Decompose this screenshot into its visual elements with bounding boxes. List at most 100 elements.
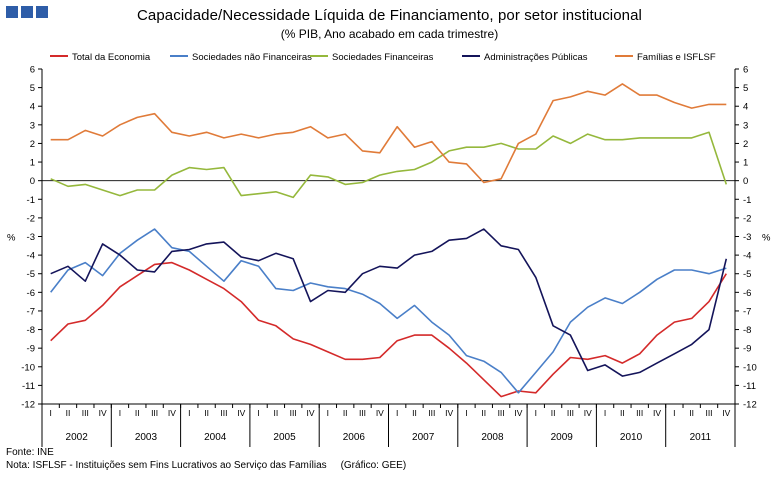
x-year-label: 2004 xyxy=(204,432,227,443)
x-year-label: 2005 xyxy=(273,432,296,443)
y-tick-label-right: -12 xyxy=(743,400,757,411)
x-quarter-label: I xyxy=(188,408,190,418)
x-quarter-label: IV xyxy=(307,408,315,418)
y-tick-label-left: -2 xyxy=(27,213,35,224)
x-quarter-label: I xyxy=(396,408,398,418)
x-quarter-label: III xyxy=(82,408,89,418)
y-tick-label-right: -7 xyxy=(743,306,751,317)
y-tick-label-right: -2 xyxy=(743,213,751,224)
x-year-label: 2008 xyxy=(481,432,504,443)
chart-frame xyxy=(41,69,736,405)
x-year-label: 2007 xyxy=(412,432,435,443)
x-year-label: 2002 xyxy=(66,432,89,443)
x-year-label: 2010 xyxy=(620,432,643,443)
y-axis-label-left: % xyxy=(7,233,16,244)
y-tick-label-left: -3 xyxy=(27,232,35,243)
x-quarter-label: III xyxy=(220,408,227,418)
x-quarter-label: IV xyxy=(376,408,384,418)
series-line xyxy=(50,228,727,394)
plot-area xyxy=(50,83,728,398)
x-quarter-label: III xyxy=(498,408,505,418)
x-quarter-label: II xyxy=(620,408,625,418)
y-tick-label-left: 0 xyxy=(30,176,35,187)
y-axis-left: 6 5 4 3 2 1 0 -1 -2 -3 -4 -5 -6 -7 -8 -9 -10 -11 -12% xyxy=(7,65,42,411)
x-quarter-label: IV xyxy=(237,408,245,418)
legend-label: Famílias e ISFLSF xyxy=(637,52,716,63)
y-tick-label-left: -4 xyxy=(27,251,35,262)
y-tick-label-left: -9 xyxy=(27,344,35,355)
x-year-label: 2003 xyxy=(135,432,158,443)
x-year-label: 2006 xyxy=(343,432,366,443)
y-tick-label-left: 4 xyxy=(30,102,35,113)
chart-subtitle: (% PIB, Ano acabado em cada trimestre) xyxy=(280,27,499,41)
y-tick-label-right: 5 xyxy=(743,83,748,94)
y-tick-label-right: -10 xyxy=(743,362,757,373)
legend-label: Total da Economia xyxy=(72,52,151,63)
logo xyxy=(6,6,48,18)
x-quarter-label: IV xyxy=(584,408,592,418)
x-quarter-label: III xyxy=(290,408,297,418)
x-quarter-label: I xyxy=(673,408,675,418)
x-year-label: 2009 xyxy=(551,432,574,443)
x-quarter-label: I xyxy=(257,408,259,418)
y-tick-label-left: -1 xyxy=(27,195,35,206)
x-axis: I II III IV I II III IV I II III IV I II III IV I II III IV… xyxy=(41,404,736,447)
x-quarter-label: I xyxy=(327,408,329,418)
y-tick-label-right: 4 xyxy=(743,102,748,113)
y-tick-label-left: -5 xyxy=(27,269,35,280)
x-quarter-label: II xyxy=(274,408,279,418)
y-axis-right: 6 5 4 3 2 1 0 -1 -2 -3 -4 -5 -6 -7 -8 -9 -10 -11 -12% xyxy=(735,65,771,411)
y-tick-label-left: -10 xyxy=(21,362,35,373)
series-line xyxy=(50,131,728,199)
x-quarter-label: III xyxy=(428,408,435,418)
chart-title: Capacidade/Necessidade Líquida de Financ… xyxy=(136,7,642,24)
y-axis-label-right: % xyxy=(762,233,771,244)
footer-credit: (Gráfico: GEE) xyxy=(340,460,407,471)
x-quarter-label: IV xyxy=(514,408,522,418)
series-line xyxy=(50,228,728,377)
legend-label: Sociedades não Financeiras xyxy=(192,52,312,63)
y-tick-label-left: -6 xyxy=(27,288,35,299)
x-quarter-label: IV xyxy=(653,408,661,418)
legend: Total da Economia Sociedades não Financei… xyxy=(50,52,716,63)
y-tick-label-right: 3 xyxy=(743,120,748,131)
x-quarter-label: II xyxy=(481,408,486,418)
x-quarter-label: II xyxy=(343,408,348,418)
x-year-label: 2011 xyxy=(690,432,712,443)
y-tick-label-right: -11 xyxy=(743,381,756,392)
footer-note-text: Nota: ISFLSF - Instituições sem Fins Luc… xyxy=(6,460,327,471)
x-quarter-label: II xyxy=(551,408,556,418)
x-quarter-label: III xyxy=(636,408,643,418)
series-line xyxy=(50,83,727,184)
footer-note: Nota: ISFLSF - Instituições sem Fins Luc… xyxy=(6,460,406,471)
footer-source: Fonte: INE xyxy=(6,447,54,458)
x-quarter-label: IV xyxy=(99,408,107,418)
y-tick-label-right: -9 xyxy=(743,344,751,355)
y-tick-label-left: 6 xyxy=(30,65,35,76)
x-quarter-label: II xyxy=(689,408,694,418)
x-quarter-label: III xyxy=(567,408,574,418)
y-tick-label-right: 6 xyxy=(743,65,748,76)
y-tick-label-right: -4 xyxy=(743,251,751,262)
series-line xyxy=(50,261,727,398)
y-tick-label-left: 5 xyxy=(30,83,35,94)
x-quarter-label: I xyxy=(49,408,51,418)
y-tick-label-left: 2 xyxy=(30,139,35,150)
x-quarter-label: IV xyxy=(168,408,176,418)
y-tick-label-left: -11 xyxy=(22,381,35,392)
y-tick-label-left: -12 xyxy=(21,400,35,411)
legend-label: Administrações Públicas xyxy=(484,52,588,63)
x-quarter-label: II xyxy=(204,408,209,418)
x-quarter-label: III xyxy=(151,408,158,418)
x-quarter-label: IV xyxy=(722,408,730,418)
x-quarter-label: II xyxy=(66,408,71,418)
y-tick-label-left: -7 xyxy=(27,306,35,317)
x-quarter-label: I xyxy=(535,408,537,418)
x-quarter-label: III xyxy=(705,408,712,418)
y-tick-label-right: -6 xyxy=(743,288,751,299)
y-tick-label-left: 3 xyxy=(30,120,35,131)
legend-label: Sociedades Financeiras xyxy=(332,52,434,63)
chart: Total da Economia Sociedades não Financei… xyxy=(7,52,771,447)
y-tick-label-right: 0 xyxy=(743,176,748,187)
y-tick-label-right: -5 xyxy=(743,269,751,280)
